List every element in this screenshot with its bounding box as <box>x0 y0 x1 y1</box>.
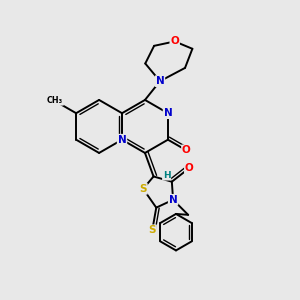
Text: S: S <box>140 184 147 194</box>
Text: N: N <box>169 195 178 205</box>
Text: N: N <box>164 108 172 118</box>
Text: N: N <box>118 135 126 145</box>
Text: N: N <box>156 76 164 86</box>
Text: O: O <box>182 145 191 155</box>
Text: CH₃: CH₃ <box>47 96 63 105</box>
Text: O: O <box>170 36 179 46</box>
Text: H: H <box>163 171 170 180</box>
Text: O: O <box>185 163 194 173</box>
Text: S: S <box>148 225 156 235</box>
